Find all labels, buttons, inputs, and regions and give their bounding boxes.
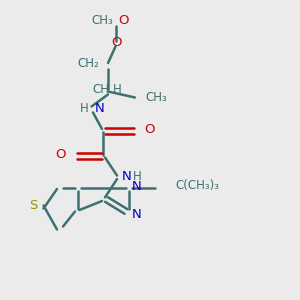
Text: H: H (80, 102, 88, 115)
Text: S: S (29, 199, 38, 212)
Text: CH: CH (92, 82, 109, 96)
Text: O: O (118, 14, 129, 28)
Text: O: O (112, 35, 122, 49)
Text: CH₃: CH₃ (146, 91, 167, 104)
Text: CH₂: CH₂ (77, 57, 99, 70)
Text: C(CH₃)₃: C(CH₃)₃ (176, 179, 220, 193)
Text: N: N (94, 102, 104, 115)
Text: N: N (132, 179, 142, 193)
Text: H: H (133, 169, 142, 183)
Text: CH₃: CH₃ (91, 14, 113, 28)
Text: N: N (132, 208, 142, 221)
Text: H: H (112, 82, 121, 96)
Text: O: O (56, 148, 66, 161)
Text: O: O (144, 122, 154, 136)
Text: N: N (122, 169, 131, 183)
